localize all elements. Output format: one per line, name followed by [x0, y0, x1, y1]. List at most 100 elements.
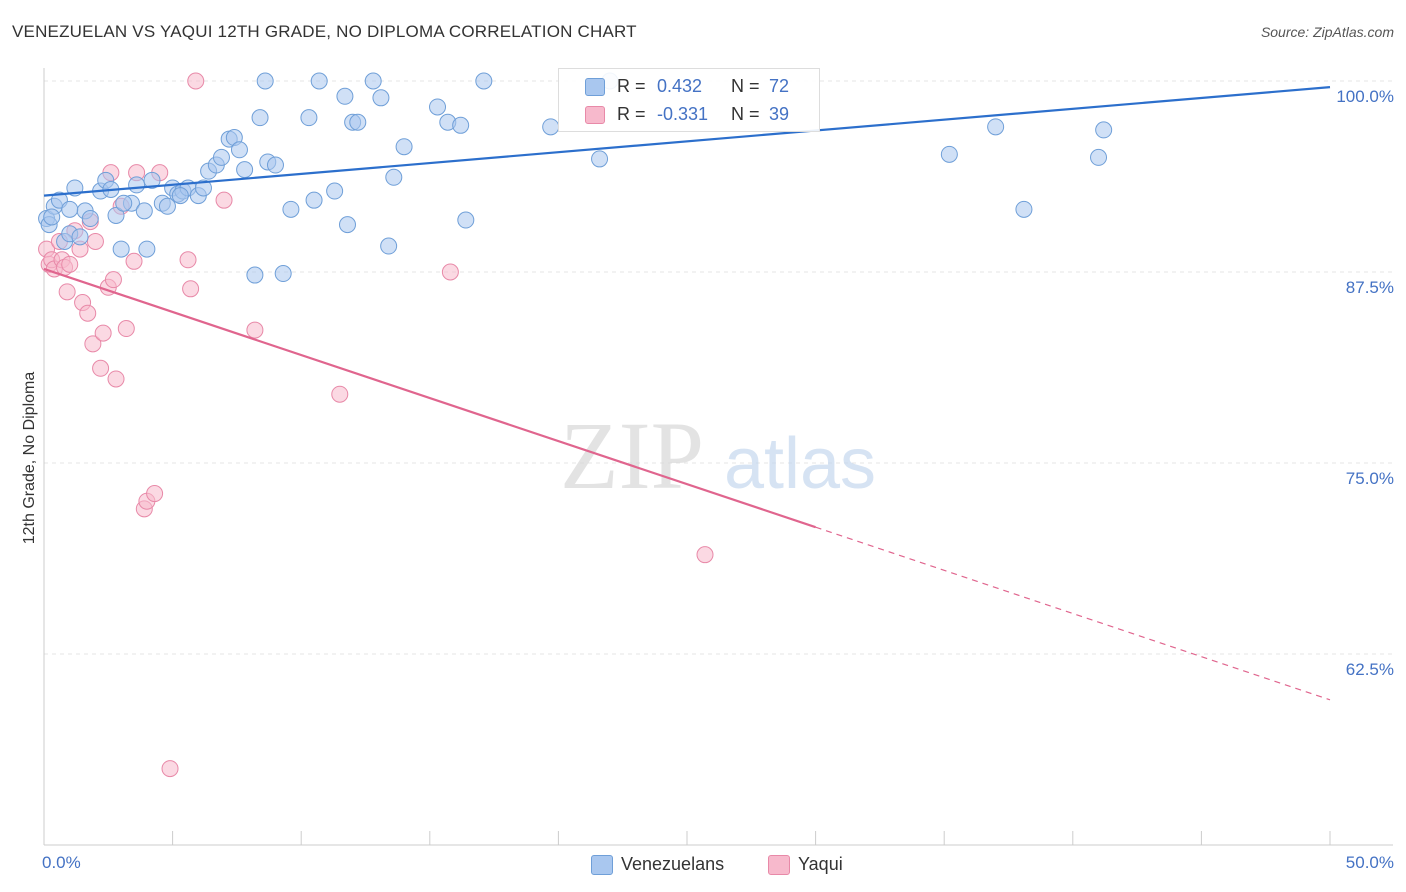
watermark-atlas: atlas	[724, 424, 876, 504]
yaqui-point	[79, 304, 97, 322]
venezuelans-point	[135, 202, 153, 220]
yaqui-point	[187, 72, 205, 90]
venezuelans-point	[128, 176, 146, 194]
venezuelans-point	[310, 72, 328, 90]
venezuelans-point	[429, 98, 447, 116]
yaqui-point	[146, 485, 164, 503]
y-tick-label-100: 100.0%	[1336, 87, 1394, 106]
r-label: R =	[617, 104, 646, 124]
venezuelans-point	[171, 187, 189, 205]
yaqui-point	[94, 324, 112, 342]
yaqui-point	[182, 280, 200, 298]
venezuelans-point	[542, 118, 560, 136]
venezuelans-point	[251, 109, 269, 127]
watermark: ZIP atlas	[560, 402, 876, 509]
venezuelans-point	[1095, 121, 1113, 139]
yaqui-point	[246, 321, 264, 339]
venezuelans-point	[81, 210, 99, 228]
n-value: 72	[769, 76, 790, 96]
venezuelans-point	[212, 148, 230, 166]
axes	[43, 68, 1393, 846]
venezuelans-point	[395, 138, 413, 156]
venezuelans-point	[380, 237, 398, 255]
venezuelans-swatch	[585, 78, 605, 96]
n-value: 39	[769, 104, 790, 124]
venezuelans-point	[194, 179, 212, 197]
venezuelans-trend-line	[43, 86, 1331, 197]
yaqui-point	[696, 546, 714, 564]
venezuelans-point	[940, 145, 958, 163]
venezuelans-point	[236, 161, 254, 179]
yaqui-point	[331, 385, 349, 403]
venezuelans-point	[115, 194, 133, 212]
legend-row-venezuelans: R = 0.432 N = 72	[559, 73, 819, 99]
yaqui-point	[215, 191, 233, 209]
venezuelans-point	[112, 240, 130, 258]
yaqui-swatch	[585, 106, 605, 124]
venezuelans-point	[107, 206, 125, 224]
venezuelans-point	[987, 118, 1005, 136]
venezuelans-point	[305, 191, 323, 209]
venezuelans-point	[71, 228, 89, 246]
venezuelans-point	[230, 141, 248, 159]
venezuelans-points	[38, 72, 1113, 284]
yaqui-point	[58, 283, 76, 301]
trend-lines	[43, 86, 1331, 701]
legend-row-yaqui: R = -0.331 N = 39	[559, 101, 819, 127]
venezuelans-point	[266, 156, 284, 174]
y-tick-label-87-5: 87.5%	[1345, 278, 1394, 297]
venezuelans-point	[326, 182, 344, 200]
chart-title: VENEZUELAN VS YAQUI 12TH GRADE, NO DIPLO…	[12, 22, 637, 41]
venezuelans-point	[364, 72, 382, 90]
yaqui-point	[107, 370, 125, 388]
venezuelans-point	[475, 72, 493, 90]
yaqui-point	[84, 335, 102, 353]
venezuelans-point	[457, 211, 475, 229]
watermark-zip: ZIP	[560, 402, 704, 509]
yaqui-point	[441, 263, 459, 281]
yaqui-trend-extension	[815, 526, 1331, 701]
venezuelans-point	[43, 208, 61, 226]
yaqui-point	[92, 359, 110, 377]
venezuelans-legend-swatch	[591, 855, 613, 875]
venezuelans-point	[138, 240, 156, 258]
yaqui-point	[104, 271, 122, 289]
legend-label-yaqui: Yaqui	[798, 854, 843, 874]
y-tick-label-62-5: 62.5%	[1345, 660, 1394, 679]
yaqui-point	[86, 232, 104, 250]
series-legend: Venezuelans Yaqui	[0, 850, 1406, 878]
r-label: R =	[617, 76, 646, 96]
venezuelans-point	[349, 113, 367, 131]
venezuelans-point	[1090, 148, 1108, 166]
venezuelans-point	[300, 109, 318, 127]
x-tick-label-min: 0.0%	[42, 853, 81, 872]
yaqui-point	[61, 255, 79, 273]
venezuelans-point	[274, 265, 292, 283]
venezuelans-point	[256, 72, 274, 90]
yaqui-trend-line	[43, 267, 816, 529]
x-tick-label-max: 50.0%	[1345, 853, 1394, 872]
venezuelans-point	[336, 87, 354, 105]
legend-label-venezuelans: Venezuelans	[621, 854, 725, 874]
venezuelans-point	[246, 266, 264, 284]
venezuelans-point	[591, 150, 609, 168]
venezuelans-point	[1015, 200, 1033, 218]
y-tick-label-75: 75.0%	[1345, 469, 1394, 488]
chart-source: Source: ZipAtlas.com	[1260, 24, 1394, 40]
venezuelans-point	[158, 197, 176, 215]
yaqui-legend-swatch	[768, 855, 790, 875]
venezuelans-point	[452, 116, 470, 134]
yaqui-point	[117, 320, 135, 338]
yaqui-point	[125, 252, 143, 270]
n-label: N =	[731, 104, 760, 124]
venezuelans-point	[61, 200, 79, 218]
r-value: -0.331	[657, 104, 709, 124]
venezuelans-point	[282, 200, 300, 218]
correlation-legend: R = 0.432 N = 72 R = -0.331 N = 39	[558, 68, 820, 132]
venezuelans-point	[385, 168, 403, 186]
r-value: 0.432	[657, 76, 703, 96]
yaqui-point	[179, 251, 197, 269]
venezuelans-point	[143, 171, 161, 189]
venezuelans-point	[372, 89, 390, 107]
